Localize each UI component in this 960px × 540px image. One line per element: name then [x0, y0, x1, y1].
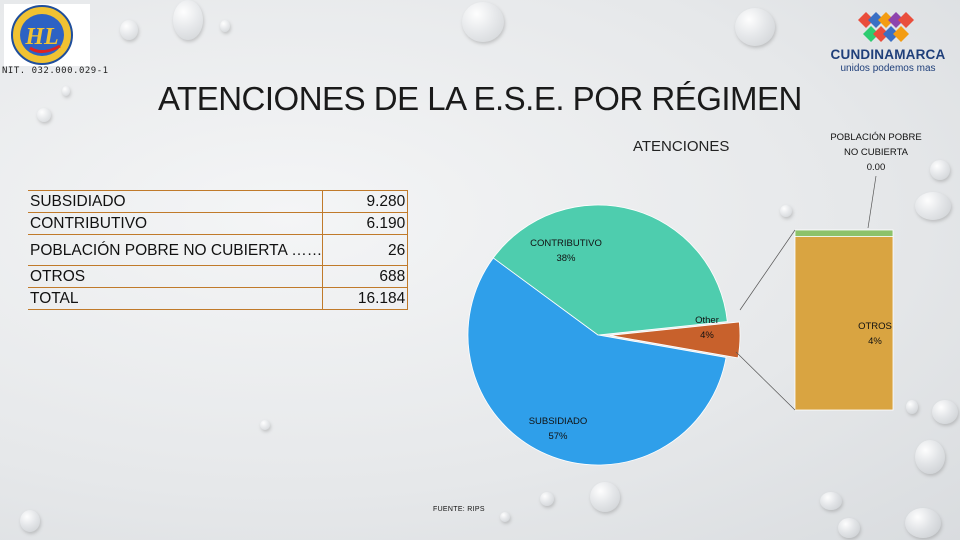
water-droplet [20, 510, 40, 532]
water-droplet [930, 160, 950, 180]
water-droplet [62, 86, 70, 96]
row-label: TOTAL [28, 287, 324, 310]
table-row: SUBSIDIADO 9.280 [28, 190, 409, 213]
bar-label-poblacion-line: 0.00 [867, 162, 886, 173]
slice-label-other-line: Other [695, 315, 719, 326]
water-droplet [540, 492, 554, 506]
water-droplet [173, 0, 203, 40]
summary-table: SUBSIDIADO 9.280 CONTRIBUTIVO 6.190 POBL… [28, 190, 409, 310]
cundinamarca-logo [858, 12, 914, 42]
chart-title: ATENCIONES [633, 138, 730, 155]
water-droplet [37, 108, 51, 122]
source-note: FUENTE: RIPS [433, 506, 485, 513]
slice-label-subsidiado: SUBSIDIADO 57% [529, 416, 588, 442]
slice-label-contributivo: CONTRIBUTIVO 38% [530, 238, 602, 264]
brand-tagline: unidos podemos mas [840, 63, 936, 74]
bar-label-poblacion-line: NO CUBIERTA [844, 147, 909, 158]
pie-slice-subsidiado [467, 257, 727, 466]
slice-label-subsidiado-line: SUBSIDIADO [529, 416, 588, 427]
bar-segment-1 [794, 229, 894, 237]
connector-line-top [739, 229, 796, 311]
slice-label-contributivo-line: CONTRIBUTIVO [530, 238, 602, 249]
bar-label-otros-line: OTROS [858, 321, 892, 332]
pie-slice-other [609, 321, 741, 359]
bar-label-poblacion: POBLACIÓN POBRE NO CUBIERTA 0.00 [830, 132, 921, 173]
water-droplet [932, 400, 958, 424]
row-label: POBLACIÓN POBRE NO CUBIERTA …… [28, 234, 324, 266]
connector-line-bottom [735, 351, 796, 411]
water-droplet [905, 508, 941, 538]
slice-label-subsidiado-line: 57% [548, 431, 568, 442]
pie-slice-contributivo [492, 204, 728, 336]
brand-name: CUNDINAMARCA [830, 47, 946, 62]
water-droplet [500, 512, 510, 522]
water-droplet [462, 2, 504, 42]
water-droplet [906, 400, 918, 414]
page-title: ATENCIONES DE LA E.S.E. POR RÉGIMEN [158, 80, 802, 117]
bar-label-otros-line: 4% [868, 336, 882, 347]
water-droplet [915, 440, 945, 474]
row-value: 26 [322, 234, 409, 266]
table-row: TOTAL 16.184 [28, 287, 409, 310]
slice-label-other-line: 4% [700, 330, 714, 341]
svg-text:HL: HL [24, 24, 58, 50]
hospital-logo: HL [4, 4, 90, 66]
nit-number: NIT. 032.000.029-1 [2, 66, 109, 76]
water-droplet [220, 20, 230, 32]
water-droplet [780, 205, 792, 217]
row-value: 16.184 [322, 287, 409, 310]
bar-segment-0 [794, 236, 894, 411]
leader-line [867, 175, 877, 229]
water-droplet [915, 192, 951, 220]
bar-label-otros: OTROS 4% [858, 321, 892, 347]
table-row: POBLACIÓN POBRE NO CUBIERTA …… 26 [28, 234, 409, 266]
water-droplet [120, 20, 138, 40]
bar-label-poblacion-line: POBLACIÓN POBRE [830, 132, 921, 143]
water-droplet [260, 420, 270, 430]
slice-label-other: Other 4% [695, 315, 719, 341]
water-droplet [820, 492, 842, 510]
slice-label-contributivo-line: 38% [556, 253, 576, 264]
water-droplet [838, 518, 860, 538]
water-droplet [590, 482, 620, 512]
water-droplet [735, 8, 775, 46]
